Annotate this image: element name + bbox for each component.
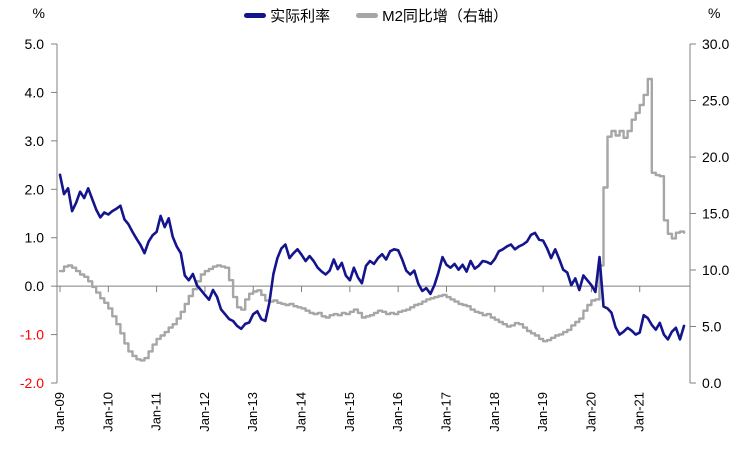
- x-axis-tick-label: Jan-15: [342, 392, 357, 432]
- x-axis-tick-label: Jan-18: [487, 392, 502, 432]
- x-axis-tick-label: Jan-12: [197, 392, 212, 432]
- right-axis-tick-label: 15.0: [702, 206, 729, 222]
- legend-item-m2: M2同比增（右轴）: [356, 5, 508, 26]
- legend-marker-real-rate: [244, 13, 267, 18]
- legend-marker-m2: [356, 13, 379, 18]
- left-axis-tick-label: 3.0: [25, 133, 45, 149]
- legend-item-real-rate: 实际利率: [244, 5, 330, 26]
- x-axis-tick-label: Jan-13: [245, 392, 260, 432]
- m2-line: [58, 77, 686, 362]
- real-rate-line: [58, 173, 686, 341]
- left-axis-tick-label: 0.0: [25, 278, 45, 294]
- x-axis-tick-label: Jan-11: [149, 392, 164, 431]
- right-axis-tick-label: 30.0: [702, 36, 729, 52]
- left-axis-tick-label: 5.0: [25, 36, 45, 52]
- right-axis-tick-label: 0.0: [702, 375, 722, 391]
- x-axis-tick-label: Jan-17: [438, 392, 453, 432]
- right-axis-tick-label: 10.0: [702, 262, 729, 278]
- legend-label-m2: M2同比增（右轴）: [382, 8, 508, 25]
- right-axis-tick-label: 20.0: [702, 149, 729, 165]
- left-axis-tick-label: 4.0: [25, 84, 45, 100]
- x-axis-tick-label: Jan-09: [52, 392, 67, 432]
- chart-legend: 实际利率 M2同比增（右轴）: [0, 5, 752, 26]
- x-axis-tick-label: Jan-16: [390, 392, 405, 432]
- right-axis-tick-label: 25.0: [702, 93, 729, 109]
- x-axis-tick-label: Jan-14: [294, 392, 309, 432]
- left-axis-tick-label: -2.0: [20, 375, 44, 391]
- x-axis-tick-label: Jan-20: [583, 392, 598, 432]
- left-axis-tick-label: 1.0: [25, 230, 45, 246]
- x-axis-tick-label: Jan-19: [535, 392, 550, 432]
- left-axis-unit-label: %: [33, 5, 45, 21]
- left-axis-tick-label: 2.0: [25, 181, 45, 197]
- right-axis-unit-label: %: [708, 5, 720, 21]
- x-axis-tick-label: Jan-21: [632, 392, 647, 432]
- x-axis-tick-label: Jan-10: [100, 392, 115, 432]
- right-axis-tick-label: 5.0: [702, 319, 722, 335]
- left-axis-tick-label: -1.0: [20, 327, 44, 343]
- legend-label-real-rate: 实际利率: [270, 8, 331, 25]
